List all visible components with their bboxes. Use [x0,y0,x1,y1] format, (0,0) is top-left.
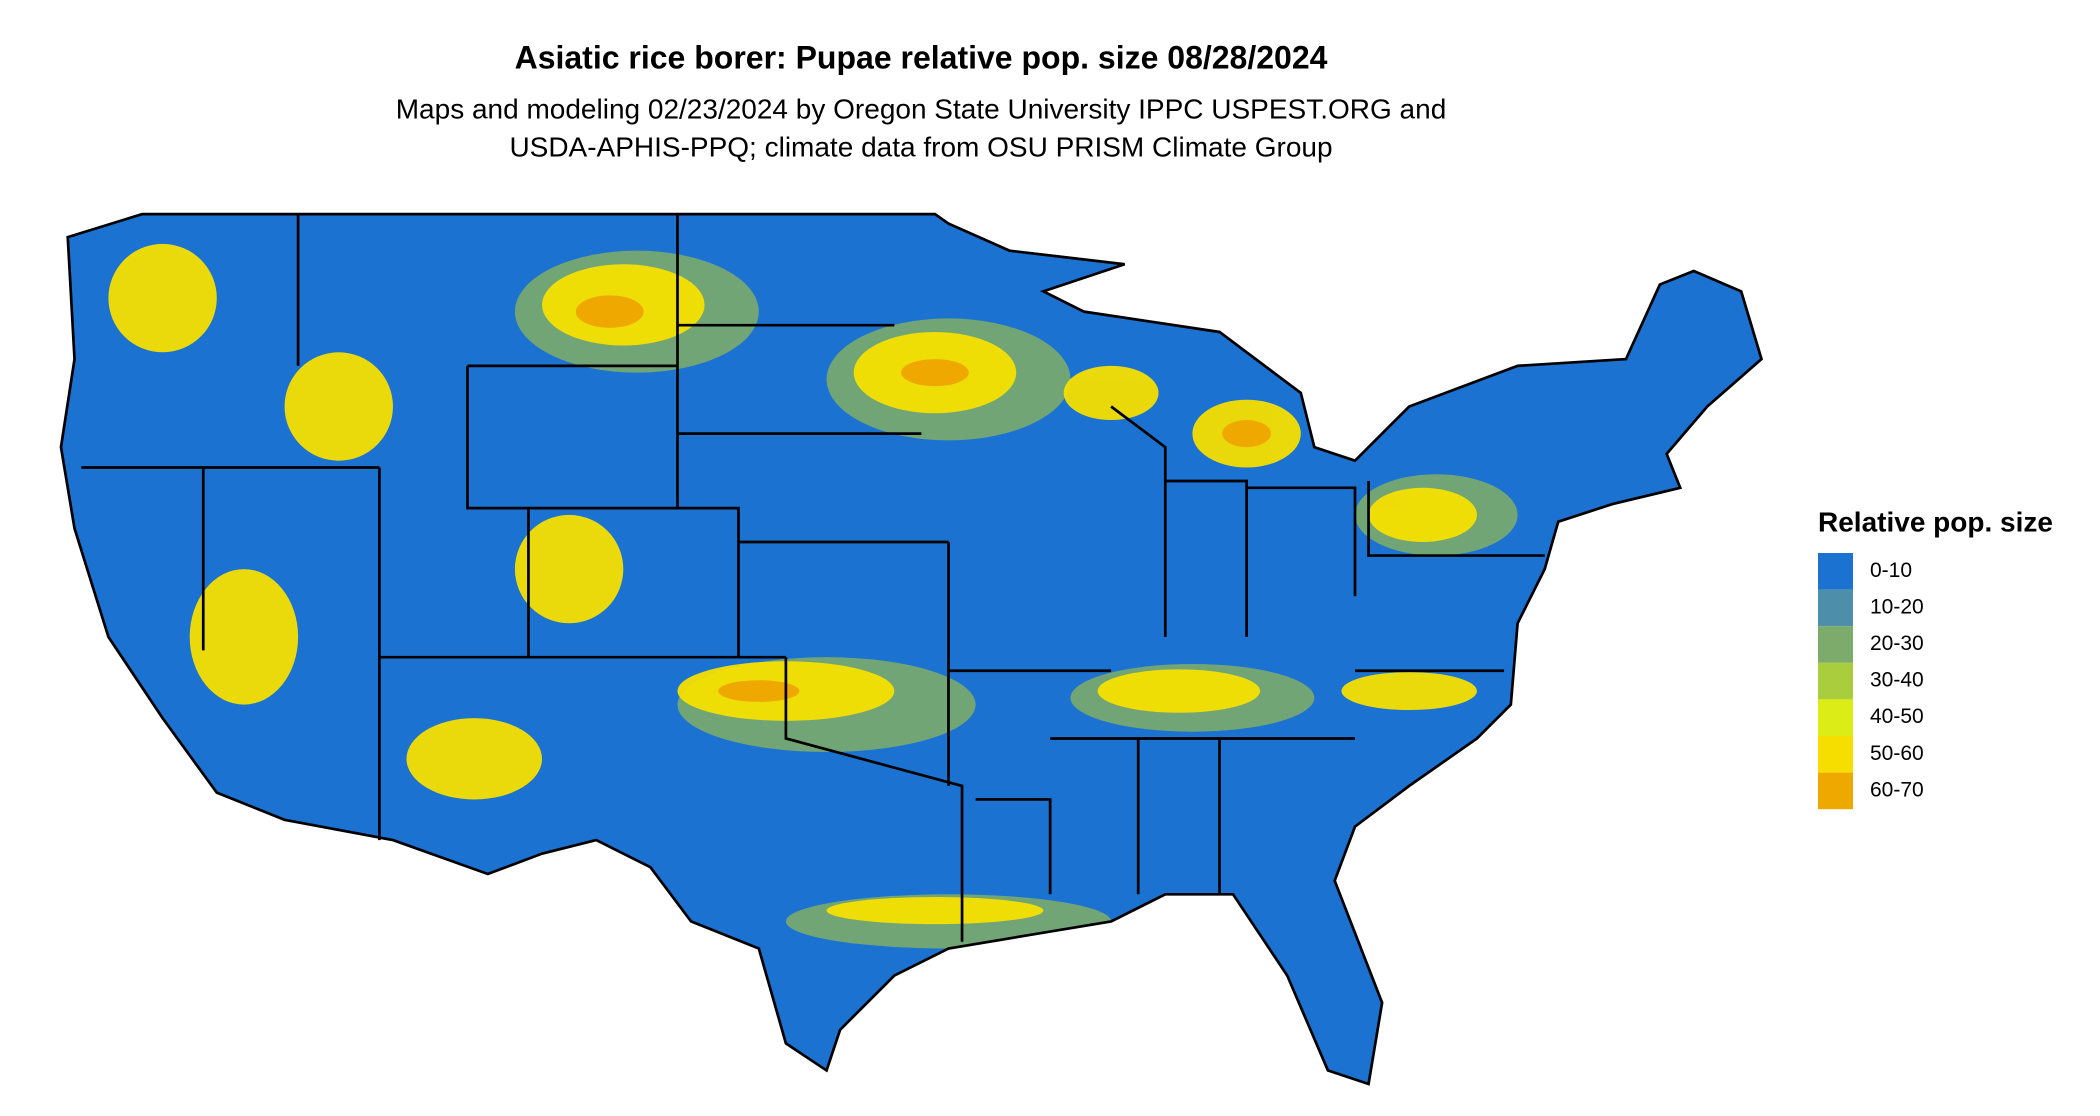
legend-swatch [1818,662,1853,700]
legend-swatch [1818,589,1853,627]
legend-label: 20-30 [1870,632,1924,655]
map-title: Asiatic rice borer: Pupae relative pop. … [515,39,1328,75]
legend-swatch [1818,553,1853,590]
legend-label: 40-50 [1870,705,1924,728]
legend: Relative pop. size 0-10 10-20 20-30 30-40 40… [1818,506,2053,810]
legend-label: 60-70 [1870,778,1924,801]
legend-swatch [1818,772,1853,810]
legend-label: 10-20 [1870,595,1924,618]
map-subtitle: Maps and modeling 02/23/2024 by Oregon S… [396,93,1447,124]
legend-swatch [1818,699,1853,736]
state-borders [59,212,1763,1086]
legend-swatch [1818,736,1853,773]
legend-swatch [1818,626,1853,663]
legend-label: 50-60 [1870,742,1924,765]
legend-title: Relative pop. size [1818,506,2053,537]
map [59,212,1763,1086]
legend-label: 0-10 [1870,559,1912,582]
map-subtitle: USDA-APHIS-PPQ; climate data from OSU PR… [509,131,1332,162]
legend-label: 30-40 [1870,669,1924,692]
